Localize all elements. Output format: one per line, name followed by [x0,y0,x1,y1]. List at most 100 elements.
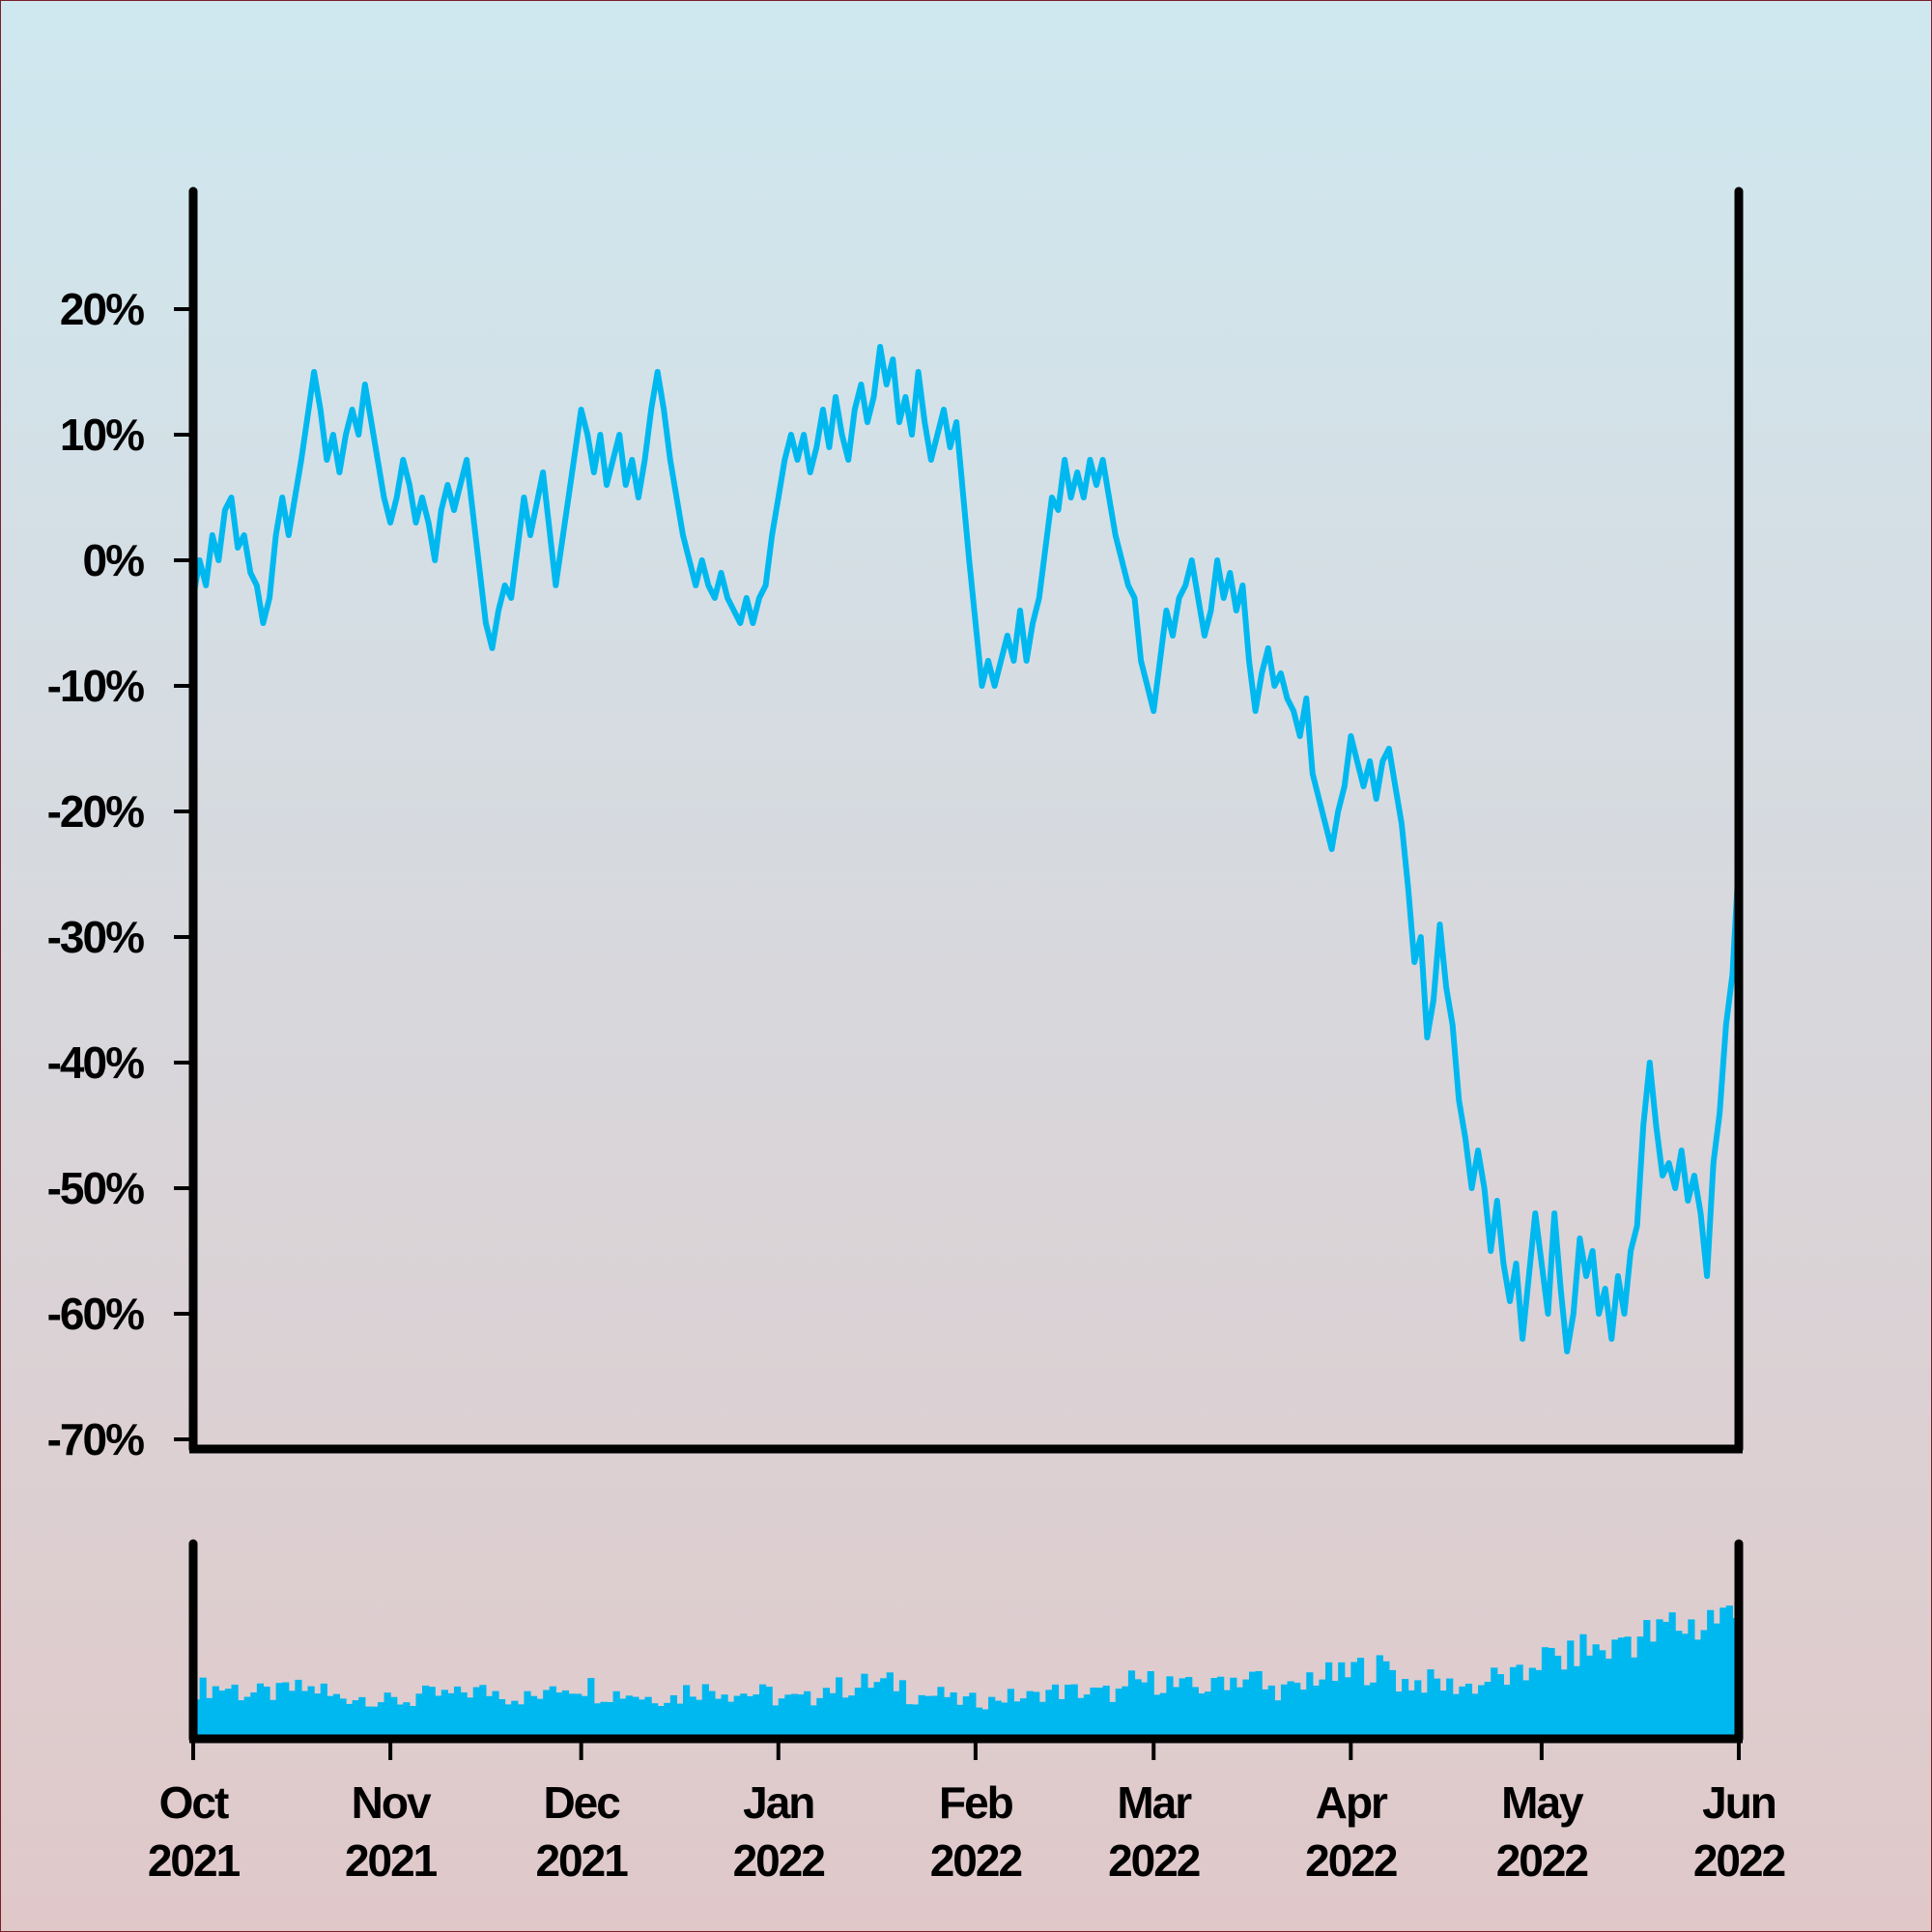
x-tick-label-year: 2022 [733,1835,825,1886]
y-tick-label: 10% [60,410,144,460]
y-tick-label: -20% [47,786,144,837]
volume-bar [1217,1676,1225,1735]
volume-bar [822,1688,831,1735]
volume-bar [377,1702,385,1735]
volume-bar [1599,1650,1606,1735]
volume-bar [1535,1669,1543,1735]
volume-bar [256,1683,265,1735]
volume-bar [848,1695,856,1735]
x-tick-label-year: 2022 [1496,1835,1588,1886]
volume-bar [1230,1677,1237,1735]
volume-bar [1350,1662,1358,1735]
volume-bar [587,1678,595,1735]
volume-bar [638,1699,646,1735]
volume-bar [727,1701,735,1735]
volume-bar [384,1692,391,1735]
y-tick-label: -50% [47,1163,144,1213]
volume-bar [1382,1661,1390,1735]
volume-bar [790,1693,799,1735]
volume-bar [1675,1631,1683,1735]
volume-bar [1267,1685,1275,1735]
volume-bar [339,1698,347,1735]
volume-bar [224,1689,233,1735]
volume-bar [854,1688,862,1735]
volume-bar [810,1705,817,1735]
volume-bar [918,1694,925,1735]
volume-bar [708,1690,716,1735]
x-tick-label-year: 2022 [1305,1835,1397,1886]
volume-bar [524,1690,531,1735]
x-tick-label-month: Dec [543,1777,620,1828]
volume-bar [536,1698,544,1735]
volume-bar [1249,1671,1257,1735]
x-tick-label-year: 2021 [148,1835,241,1886]
volume-bar [1262,1689,1269,1735]
volume-bar [358,1696,366,1735]
volume-bar [1293,1682,1301,1735]
volume-bar [950,1691,957,1735]
volume-bar [1127,1670,1136,1735]
volume-bar [346,1703,354,1735]
volume-bar [485,1695,494,1735]
volume-bar [1585,1655,1594,1735]
volume-bar [1102,1685,1110,1735]
volume-bar [804,1690,811,1735]
volume-bar [479,1685,487,1735]
volume-bar [1210,1677,1218,1735]
volume-bar [1388,1669,1397,1735]
volume-bar [1356,1658,1365,1735]
volume-bar [1427,1669,1435,1735]
volume-bar [1402,1679,1409,1735]
volume-bar [701,1684,709,1735]
volume-bar [1242,1679,1250,1735]
volume-bar [886,1672,894,1735]
volume-bar [1592,1644,1600,1735]
volume-bar [1446,1678,1454,1735]
volume-bar [1159,1692,1167,1735]
volume-bar [861,1673,868,1735]
volume-bar [1058,1698,1065,1735]
volume-bar [956,1704,964,1735]
volume-bar [300,1690,309,1735]
volume-bar [714,1698,723,1735]
volume-bar [320,1683,327,1735]
volume-bar [295,1679,302,1735]
volume-bar [1001,1702,1009,1735]
volume-bar [581,1695,588,1735]
volume-bar [1172,1687,1180,1735]
volume-bar [1681,1634,1689,1735]
volume-bar [1471,1693,1479,1735]
volume-bar [1122,1686,1129,1735]
volume-bar [435,1695,442,1735]
x-tick-label-year: 2022 [1108,1835,1200,1886]
volume-bar [511,1700,519,1735]
volume-bar [1134,1679,1142,1735]
volume-bar [1617,1637,1626,1735]
volume-bar [905,1704,913,1735]
volume-bar [1573,1665,1580,1735]
volume-bar [1528,1667,1536,1735]
volume-bar [1115,1689,1122,1735]
volume-bar [600,1701,608,1735]
volume-bar [975,1707,983,1735]
volume-bar [415,1693,423,1735]
volume-bar [1077,1697,1085,1735]
volume-bar [1491,1667,1498,1735]
volume-bar [1236,1687,1244,1735]
volume-bar [696,1699,703,1735]
volume-bar [1153,1694,1161,1735]
volume-bar [1464,1683,1473,1735]
volume-bar [689,1696,696,1735]
volume-bar [314,1693,322,1735]
volume-bar [1280,1684,1289,1735]
volume-bar [784,1694,792,1735]
volume-bar [683,1685,691,1735]
volume-bar [912,1704,920,1735]
volume-bar [1166,1676,1174,1735]
volume-bar [275,1683,283,1735]
volume-bar [575,1693,582,1735]
volume-bar [962,1696,970,1735]
volume-bar [1700,1630,1708,1735]
volume-bar [1656,1619,1663,1735]
